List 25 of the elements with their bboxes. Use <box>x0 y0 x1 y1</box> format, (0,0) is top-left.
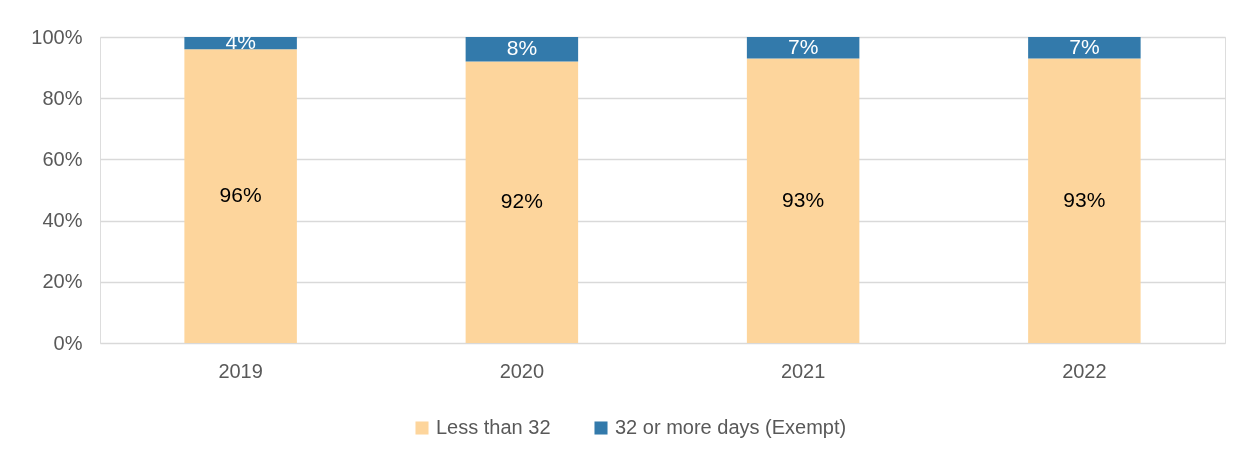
y-tick-label: 60% <box>42 147 83 170</box>
bar <box>465 61 579 343</box>
legend-label: Less than 32 <box>436 416 551 438</box>
bar <box>746 37 860 59</box>
y-tick-label: 0% <box>53 331 83 354</box>
data-label: 7% <box>787 34 819 58</box>
y-tick-label: 40% <box>42 209 83 232</box>
y-tick-label: 80% <box>42 86 83 109</box>
data-label: 92% <box>500 189 543 213</box>
legend-label: 32 or more days (Exempt) <box>615 416 847 438</box>
data-label: 7% <box>1069 34 1100 58</box>
data-label: 93% <box>1063 187 1106 211</box>
data-label: 93% <box>782 187 825 211</box>
x-tick-label: 2020 <box>499 359 545 382</box>
y-tick-label: 100% <box>31 25 83 48</box>
x-tick-label: 2022 <box>1062 359 1107 382</box>
bar <box>1028 37 1141 59</box>
data-label: 96% <box>219 183 262 207</box>
data-label: 8% <box>506 36 538 60</box>
x-tick-label: 2019 <box>218 359 263 382</box>
bar <box>1028 58 1141 343</box>
bar <box>184 49 297 343</box>
x-tick-label: 2021 <box>780 359 826 382</box>
y-tick-label: 20% <box>42 270 83 293</box>
bar <box>746 58 860 343</box>
